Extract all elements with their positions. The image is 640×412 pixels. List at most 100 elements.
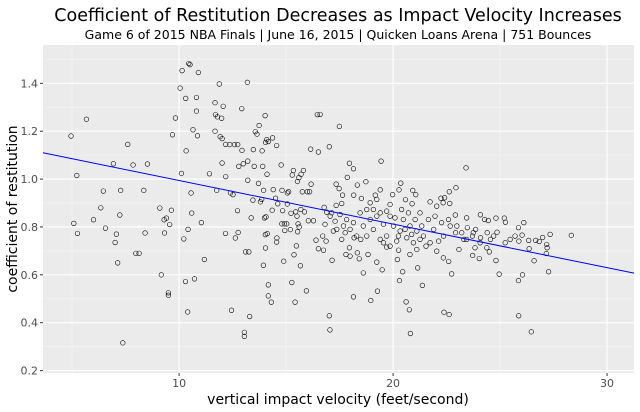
data-point	[314, 112, 320, 118]
data-point	[130, 162, 136, 168]
data-point	[265, 138, 271, 145]
data-point	[425, 216, 431, 223]
data-point	[356, 256, 362, 262]
data-point	[308, 181, 314, 187]
data-point	[417, 236, 423, 243]
data-point	[185, 226, 191, 232]
data-point	[459, 230, 465, 236]
data-point	[230, 192, 236, 198]
y-tick-label: 0.4	[21, 317, 39, 330]
data-point	[212, 128, 218, 134]
data-point	[447, 200, 453, 207]
data-point	[326, 313, 332, 319]
data-point	[519, 272, 526, 278]
data-point	[247, 313, 253, 320]
data-point	[290, 167, 296, 174]
data-point	[364, 206, 370, 213]
data-point	[484, 230, 490, 236]
data-point	[438, 195, 444, 201]
data-point	[265, 282, 271, 288]
data-point	[334, 226, 340, 232]
data-point	[415, 265, 421, 271]
data-point	[496, 271, 502, 277]
data-point	[476, 255, 482, 262]
data-point	[350, 220, 357, 226]
data-point	[347, 226, 353, 232]
data-point	[502, 240, 508, 246]
data-point	[526, 237, 532, 243]
data-point	[172, 115, 179, 121]
data-point	[394, 256, 400, 263]
y-tick-label: 1.0	[21, 173, 39, 186]
data-point	[446, 189, 452, 195]
data-point	[440, 255, 446, 261]
data-point	[217, 134, 223, 140]
data-point	[407, 223, 413, 229]
data-point	[220, 103, 226, 109]
data-point	[544, 241, 550, 248]
data-point	[446, 258, 452, 265]
data-point	[120, 340, 126, 346]
data-point	[297, 263, 304, 269]
data-point	[189, 210, 195, 216]
data-point	[396, 187, 402, 193]
data-point	[354, 182, 360, 188]
data-point	[427, 199, 433, 205]
data-point	[115, 260, 121, 266]
data-point	[245, 158, 251, 164]
data-point	[441, 309, 447, 315]
data-point	[360, 223, 366, 229]
data-point	[493, 215, 499, 221]
data-point	[98, 205, 104, 211]
data-point	[198, 220, 204, 226]
data-point	[295, 221, 301, 227]
data-point	[533, 237, 539, 243]
data-point	[486, 249, 492, 255]
data-point	[515, 225, 522, 231]
data-point	[367, 200, 373, 206]
data-point	[346, 245, 353, 251]
data-point	[163, 215, 170, 221]
data-point	[183, 148, 189, 154]
data-point	[74, 230, 81, 237]
plot-panel	[43, 45, 634, 373]
data-point	[239, 147, 245, 153]
data-point	[182, 278, 189, 285]
data-point	[320, 233, 326, 239]
data-point	[396, 247, 402, 253]
data-point	[68, 133, 74, 139]
data-point	[346, 160, 353, 166]
data-point	[240, 161, 246, 167]
data-point	[379, 267, 385, 273]
data-point	[324, 209, 330, 215]
data-point	[384, 244, 390, 250]
data-point	[190, 127, 196, 133]
data-point	[201, 256, 207, 263]
data-point	[288, 210, 294, 216]
data-point	[177, 85, 183, 91]
data-point	[445, 216, 452, 223]
data-point	[329, 210, 335, 216]
data-point	[260, 262, 266, 268]
data-point	[280, 208, 286, 214]
data-point	[410, 240, 416, 246]
data-point	[536, 238, 542, 245]
data-point	[141, 187, 147, 193]
data-point	[193, 108, 200, 114]
data-point	[409, 201, 415, 207]
data-point	[294, 213, 300, 219]
data-point	[270, 187, 276, 193]
y-axis-title: coefficient of restitution	[5, 125, 21, 292]
data-point	[239, 106, 245, 112]
data-point	[377, 210, 383, 216]
data-point	[358, 195, 364, 202]
data-point	[136, 250, 142, 256]
data-point	[284, 221, 290, 227]
data-point	[394, 238, 400, 244]
data-point	[231, 141, 238, 148]
data-point	[528, 329, 534, 335]
data-point	[320, 247, 327, 253]
data-point	[436, 238, 442, 244]
data-point	[157, 205, 163, 211]
